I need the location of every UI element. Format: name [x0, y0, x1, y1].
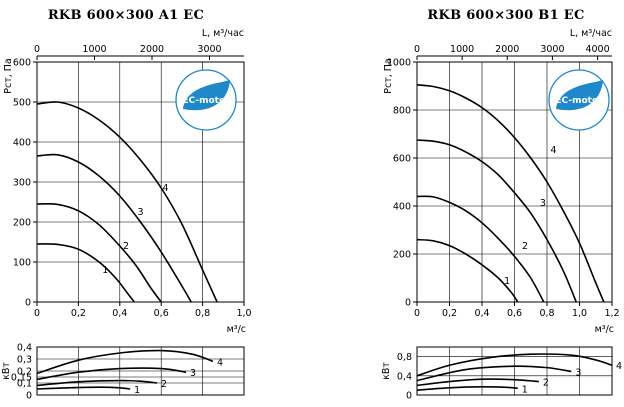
- pressure-curve-1: [416, 238, 519, 303]
- top-tick-label: 1000: [82, 44, 106, 55]
- x-tick-label: 0: [414, 308, 420, 319]
- power-curve-2: [36, 379, 158, 387]
- curve-label-4: 4: [162, 183, 168, 194]
- power-curve-3: [36, 367, 187, 381]
- leaf-icon: [556, 80, 603, 111]
- top-tick-label: 4000: [585, 44, 609, 55]
- curve-label-3: 3: [540, 198, 546, 209]
- y-tick-label: 400: [13, 138, 31, 149]
- power-y-tick-label: 0,8: [397, 352, 412, 363]
- x-tick-label: 0: [34, 308, 40, 319]
- pressure-curve-2: [36, 202, 162, 303]
- pressure-curve-3: [36, 153, 192, 303]
- logo-text: EC-motor: [182, 96, 230, 106]
- x-tick-label: 0,6: [154, 308, 169, 319]
- top-tick-label: 2000: [140, 44, 164, 55]
- y-axis-label: Рст, Па: [383, 58, 394, 94]
- y-tick-label: 600: [393, 154, 411, 165]
- top-tick-label: 3000: [540, 44, 564, 55]
- y-tick-label: 600: [13, 58, 31, 69]
- power-curve-2: [416, 378, 539, 387]
- power-y-tick-label: 0,4: [397, 371, 412, 382]
- pressure-curve-4: [36, 101, 218, 303]
- logo-text: EC-motor: [555, 96, 603, 106]
- top-axis-label: L, м³/час: [202, 28, 244, 39]
- y-axis-label: Рст, Па: [3, 58, 14, 94]
- x-tick-label: 1,2: [604, 308, 619, 319]
- y-tick-label: 500: [13, 98, 31, 109]
- power-y-tick-label: 0,2: [17, 367, 32, 378]
- x-tick-label: 0,2: [442, 308, 457, 319]
- power-y-tick-label: 0: [406, 391, 412, 402]
- power-curve-label-1: 1: [522, 384, 528, 395]
- power-curve-label-4: 4: [217, 357, 223, 368]
- top-tick-label: 0: [414, 44, 420, 55]
- x-tick-label: 0,6: [507, 308, 522, 319]
- x-axis-label: м³/с: [595, 324, 614, 335]
- y-tick-label: 1000: [387, 58, 411, 69]
- y-tick-label: 200: [393, 250, 411, 261]
- chart-title: RKB 600×300 A1 EC: [48, 8, 204, 23]
- y-tick-label: 0: [25, 298, 31, 309]
- power-curve-1: [36, 386, 131, 390]
- y-tick-label: 0: [405, 298, 411, 309]
- chart-a1: RKB 600×300 A1 EC 0 0,2 0,4 0,6 0,8 1,0 м³/с 0 1…: [1, 8, 252, 402]
- power-curve-label-2: 2: [161, 379, 167, 390]
- curve-label-2: 2: [522, 241, 528, 252]
- power-curve-1: [416, 386, 518, 391]
- pressure-curve-3: [416, 139, 577, 303]
- y-tick-label: 400: [393, 202, 411, 213]
- x-tick-label: 0,8: [539, 308, 554, 319]
- power-curve-label-3: 3: [575, 367, 581, 378]
- power-frame: [36, 346, 245, 396]
- ec-motor-logo: EC-motor: [175, 69, 237, 131]
- y-tick-label: 200: [13, 218, 31, 229]
- curve-label-1: 1: [504, 276, 510, 287]
- chart-b1: RKB 600×300 B1 EC 0 0,2 0,4 0,6 0,8 1,0 1,2 м³/…: [381, 8, 622, 402]
- top-axis-label: L, м³/час: [570, 28, 612, 39]
- power-frame: [416, 346, 613, 396]
- pressure-curve-4: [416, 84, 605, 303]
- power-curve-label-1: 1: [134, 385, 140, 396]
- chart-title: RKB 600×300 B1 EC: [427, 8, 584, 23]
- power-curve-label-3: 3: [190, 368, 196, 379]
- top-tick-label: 1000: [450, 44, 474, 55]
- curve-label-4: 4: [550, 145, 556, 156]
- power-curve-label-2: 2: [543, 378, 549, 389]
- power-y-tick-label: 0,4: [17, 343, 32, 354]
- x-tick-label: 0,2: [71, 308, 86, 319]
- power-curve-4: [416, 353, 613, 377]
- top-tick-label: 3000: [197, 44, 221, 55]
- top-tick-label: 2000: [495, 44, 519, 55]
- x-tick-label: 1,0: [572, 308, 587, 319]
- y-tick-label: 300: [13, 178, 31, 189]
- x-axis-label: м³/с: [227, 324, 246, 335]
- power-y-tick-label: 0,15: [11, 373, 32, 384]
- pressure-curve-1: [36, 243, 135, 303]
- curve-label-3: 3: [137, 207, 143, 218]
- curve-label-2: 2: [123, 241, 129, 252]
- x-tick-label: 1,0: [236, 308, 251, 319]
- curve-label-1: 1: [102, 265, 108, 276]
- top-tick-label: 0: [34, 44, 40, 55]
- power-y-tick-label: 0,3: [17, 355, 32, 366]
- x-tick-label: 0,4: [112, 308, 127, 319]
- leaf-icon: [183, 80, 230, 111]
- pressure-curve-2: [416, 195, 545, 303]
- power-y-axis-label: кВт: [1, 362, 12, 380]
- y-tick-label: 100: [13, 258, 31, 269]
- power-y-axis-label: кВт: [381, 362, 392, 380]
- power-curve-4: [36, 349, 214, 375]
- y-tick-label: 800: [393, 106, 411, 117]
- ec-motor-logo: EC-motor: [548, 69, 610, 131]
- power-y-tick-label: 0,1: [17, 379, 32, 390]
- power-curve-3: [416, 365, 572, 382]
- power-curve-label-4: 4: [616, 361, 622, 372]
- x-tick-label: 0,8: [195, 308, 210, 319]
- x-tick-label: 0,4: [474, 308, 489, 319]
- power-y-tick-label: 0: [26, 391, 32, 402]
